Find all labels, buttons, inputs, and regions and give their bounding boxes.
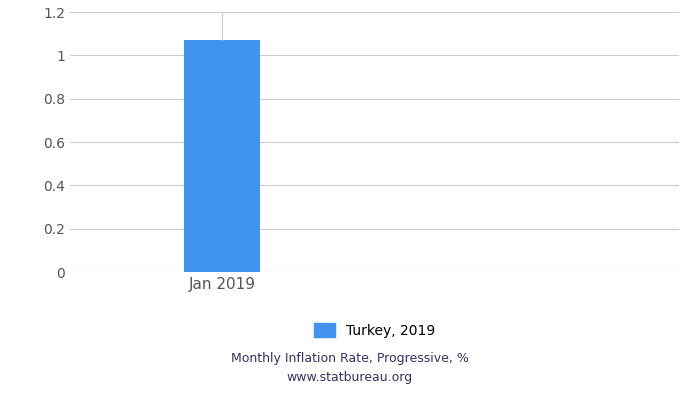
Legend: Turkey, 2019: Turkey, 2019	[308, 317, 441, 343]
Bar	[184, 40, 260, 272]
Text: Monthly Inflation Rate, Progressive, %
www.statbureau.org: Monthly Inflation Rate, Progressive, % w…	[231, 352, 469, 384]
